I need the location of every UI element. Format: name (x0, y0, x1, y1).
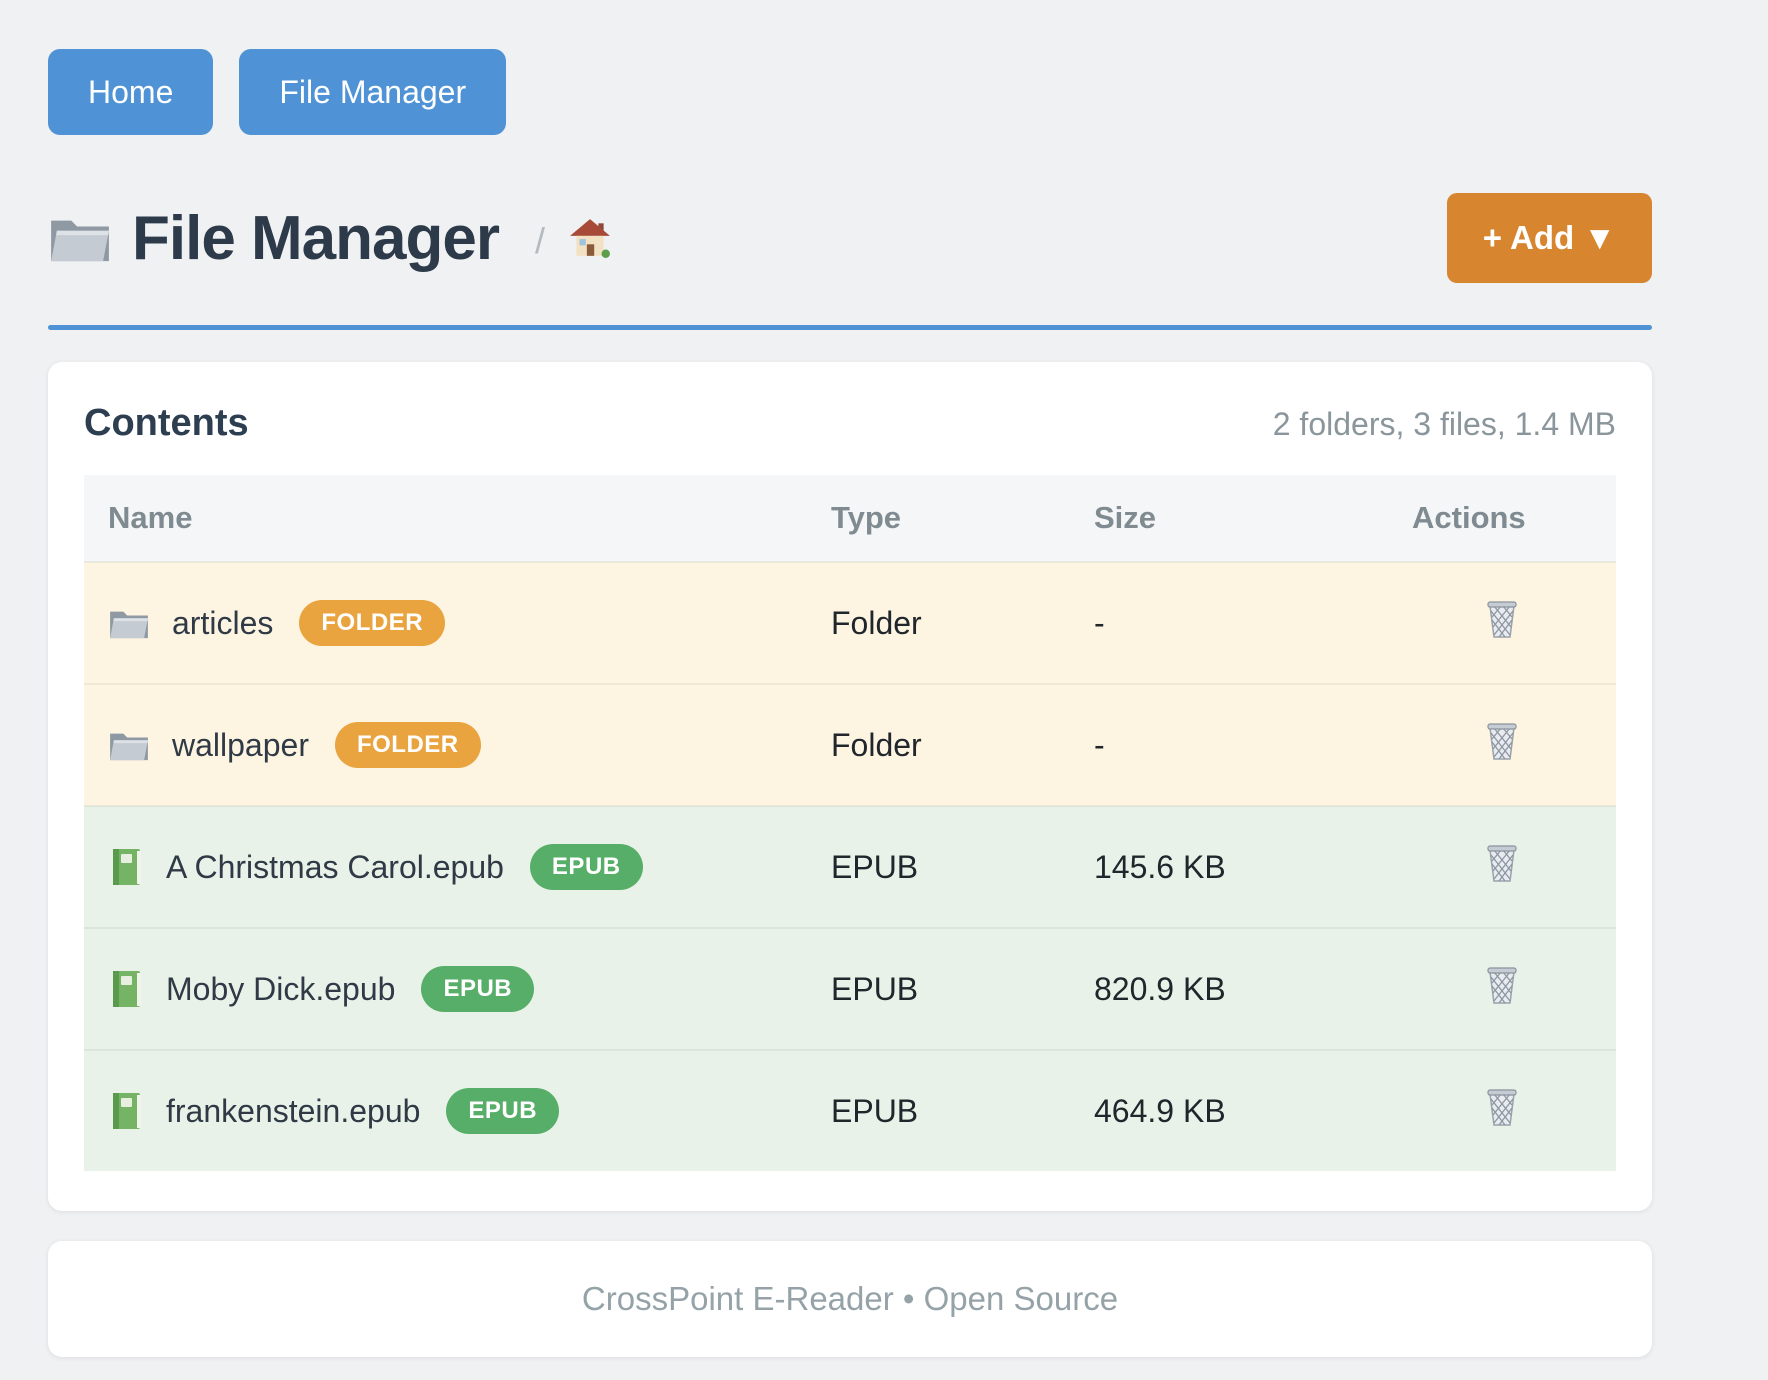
size-cell: 145.6 KB (1070, 805, 1388, 928)
table-row: A Christmas Carol.epub EPUB EPUB 145.6 K… (84, 805, 1616, 928)
folder-icon (108, 606, 150, 640)
file-name[interactable]: Moby Dick.epub (166, 970, 396, 1007)
folder-icon (108, 728, 150, 762)
file-manager-button[interactable]: File Manager (239, 49, 507, 135)
file-name[interactable]: wallpaper (172, 726, 309, 763)
delete-button[interactable] (1484, 599, 1520, 639)
type-badge: FOLDER (334, 722, 481, 768)
delete-button[interactable] (1484, 1087, 1520, 1127)
table-header-row: Name Type Size Actions (84, 475, 1616, 562)
delete-button[interactable] (1484, 843, 1520, 883)
size-cell: - (1070, 561, 1388, 684)
trash-icon (1484, 721, 1520, 761)
trash-icon (1484, 843, 1520, 883)
column-header-type: Type (807, 475, 1070, 562)
breadcrumb: / (535, 220, 546, 261)
footer: CrossPoint E-Reader • Open Source (48, 1241, 1652, 1357)
type-badge: EPUB (529, 844, 643, 890)
file-name[interactable]: articles (172, 604, 274, 641)
type-cell: EPUB (807, 805, 1070, 928)
title-divider (48, 325, 1652, 330)
file-name[interactable]: A Christmas Carol.epub (166, 848, 504, 885)
contents-title: Contents (84, 402, 249, 444)
type-cell: Folder (807, 561, 1070, 684)
book-icon (108, 1091, 144, 1131)
top-nav: Home File Manager (48, 49, 1652, 135)
column-header-size: Size (1070, 475, 1388, 562)
folder-title-icon (48, 212, 112, 264)
footer-text: CrossPoint E-Reader • Open Source (581, 1280, 1119, 1317)
column-header-name: Name (84, 475, 807, 562)
contents-card: Contents 2 folders, 3 files, 1.4 MB Name… (48, 362, 1652, 1211)
page-title: File Manager (132, 203, 500, 273)
delete-button[interactable] (1484, 965, 1520, 1005)
delete-button[interactable] (1484, 721, 1520, 761)
trash-icon (1484, 1087, 1520, 1127)
table-row: articles FOLDER Folder - (84, 561, 1616, 684)
type-badge: FOLDER (299, 600, 446, 646)
column-header-actions: Actions (1388, 475, 1616, 562)
home-breadcrumb-icon[interactable] (569, 217, 611, 259)
table-row: Moby Dick.epub EPUB EPUB 820.9 KB (84, 927, 1616, 1050)
table-body: articles FOLDER Folder - (84, 561, 1616, 1171)
book-icon (108, 847, 144, 887)
type-cell: EPUB (807, 1049, 1070, 1171)
type-cell: EPUB (807, 927, 1070, 1050)
book-icon (108, 969, 144, 1009)
trash-icon (1484, 965, 1520, 1005)
size-cell: 820.9 KB (1070, 927, 1388, 1050)
trash-icon (1484, 599, 1520, 639)
type-badge: EPUB (446, 1088, 560, 1134)
add-button[interactable]: + Add ▼ (1446, 193, 1652, 283)
type-cell: Folder (807, 683, 1070, 806)
page-header: File Manager / + Add ▼ (48, 193, 1652, 283)
contents-summary: 2 folders, 3 files, 1.4 MB (1272, 406, 1616, 442)
size-cell: 464.9 KB (1070, 1049, 1388, 1171)
table-row: wallpaper FOLDER Folder - (84, 683, 1616, 806)
files-table: Name Type Size Actions articles FOLDER F… (84, 475, 1616, 1171)
type-badge: EPUB (421, 966, 535, 1012)
table-row: frankenstein.epub EPUB EPUB 464.9 KB (84, 1049, 1616, 1171)
home-button[interactable]: Home (48, 49, 214, 135)
file-name[interactable]: frankenstein.epub (166, 1092, 421, 1129)
size-cell: - (1070, 683, 1388, 806)
